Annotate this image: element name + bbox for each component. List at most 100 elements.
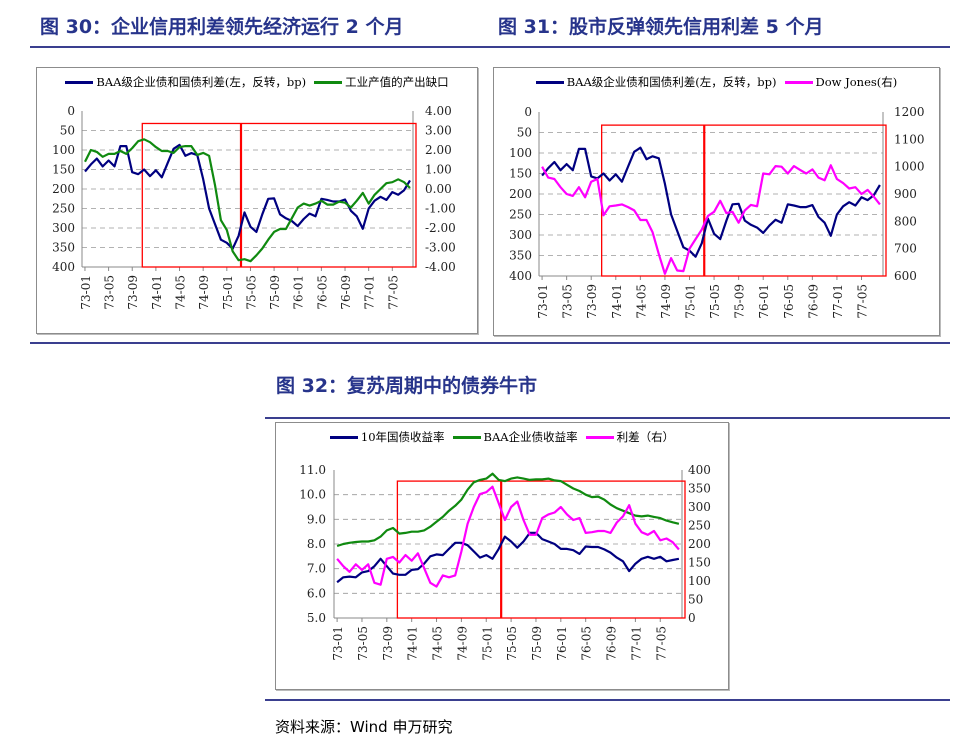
y-right-tick-label: 400 bbox=[688, 463, 711, 477]
y-left-tick-label: 6.0 bbox=[307, 586, 326, 600]
legend-label: Dow Jones(右) bbox=[815, 75, 898, 89]
x-tick-label: 73-01 bbox=[536, 284, 550, 319]
y-left-tick-label: 5.0 bbox=[307, 611, 326, 625]
x-tick-label: 76-09 bbox=[605, 626, 619, 661]
y-right-tick-label: 4.00 bbox=[425, 104, 452, 118]
x-tick-label: 73-09 bbox=[585, 284, 599, 319]
x-tick-label: 77-01 bbox=[629, 626, 643, 661]
y-left-tick-label: 100 bbox=[509, 146, 532, 160]
x-tick-label: 76-05 bbox=[782, 284, 796, 319]
y-right-tick-label: 1200 bbox=[894, 105, 925, 119]
legend-swatch bbox=[585, 435, 614, 439]
series-line-0 bbox=[541, 146, 881, 258]
y-left-tick-label: 200 bbox=[52, 182, 75, 196]
legend: BAA级企业债和国债利差(左，反转，bp) Dow Jones(右) bbox=[494, 74, 939, 90]
x-tick-label: 74-01 bbox=[150, 275, 164, 310]
y-right-tick-label: 250 bbox=[688, 519, 711, 533]
y-left-tick-label: 250 bbox=[52, 202, 75, 216]
legend-item: BAA企业债收益率 bbox=[452, 429, 578, 445]
x-tick-label: 74-09 bbox=[659, 284, 673, 319]
series-line-0 bbox=[84, 143, 411, 250]
x-tick-label: 74-01 bbox=[610, 284, 624, 319]
y-left-tick-label: 100 bbox=[52, 143, 75, 157]
y-left-tick-label: 50 bbox=[60, 124, 75, 138]
legend-label: BAA级企业债和国债利差(左，反转，bp) bbox=[96, 75, 307, 89]
series-line-0 bbox=[336, 531, 680, 584]
figure-30-title: 图 30：企业信用利差领先经济运行 2 个月 bbox=[40, 16, 404, 38]
divider bbox=[265, 417, 950, 419]
x-tick-label: 73-05 bbox=[356, 626, 370, 661]
y-left-tick-label: 400 bbox=[52, 260, 75, 274]
legend-item: BAA级企业债和国债利差(左，反转，bp) bbox=[535, 74, 777, 90]
divider bbox=[265, 699, 950, 701]
chart-svg: 11.0 10.0 9.0 8.0 7.0 6.0 5.0 400 350 300 250 200 15… bbox=[299, 463, 711, 661]
y-right-tick-label: 200 bbox=[688, 537, 711, 551]
y-left-tick-label: 0 bbox=[67, 104, 75, 118]
x-tick-label: 74-09 bbox=[455, 626, 469, 661]
y-left-tick-label: 400 bbox=[509, 269, 532, 283]
legend-label: BAA企业债收益率 bbox=[483, 430, 578, 444]
y-right-tick-label: -3.00 bbox=[425, 241, 456, 255]
x-tick-label: 74-05 bbox=[174, 275, 188, 310]
legend-item: BAA级企业债和国债利差(左，反转，bp) bbox=[65, 74, 306, 90]
x-tick-label: 75-09 bbox=[733, 284, 747, 319]
x-tick-label: 75-09 bbox=[268, 275, 282, 310]
y-left-tick-label: 250 bbox=[509, 208, 532, 222]
legend-swatch bbox=[314, 80, 343, 84]
legend-swatch bbox=[535, 80, 564, 84]
y-right-tick-label: -1.00 bbox=[425, 202, 456, 216]
x-tick-label: 76-01 bbox=[555, 626, 569, 661]
x-tick-label: 75-01 bbox=[480, 626, 494, 661]
series-line-1 bbox=[84, 138, 411, 263]
x-tick-label: 76-05 bbox=[315, 275, 329, 310]
highlight-box bbox=[141, 122, 417, 268]
x-tick-label: 73-01 bbox=[331, 626, 345, 661]
y-left-tick-label: 50 bbox=[517, 126, 532, 140]
y-right-tick-label: 1.00 bbox=[425, 163, 452, 177]
x-tick-label: 76-05 bbox=[580, 626, 594, 661]
legend-item: 工业产值的产出缺口 bbox=[314, 74, 449, 90]
chart-figure-32: 10年国债收益率 BAA企业债收益率 利差（右） 11.0 10.0 9.0 8.0 7… bbox=[275, 422, 729, 690]
figure-31-title: 图 31：股市反弹领先信用利差 5 个月 bbox=[498, 16, 824, 38]
y-right-tick-label: 300 bbox=[688, 500, 711, 514]
legend: BAA级企业债和国债利差(左，反转，bp) 工业产值的产出缺口 bbox=[37, 74, 477, 90]
y-left-tick-label: 350 bbox=[52, 241, 75, 255]
y-right-tick-label: 1000 bbox=[894, 160, 925, 174]
legend-swatch bbox=[329, 435, 358, 439]
divider bbox=[30, 46, 950, 48]
y-right-tick-label: 700 bbox=[894, 242, 917, 256]
legend-label: 工业产值的产出缺口 bbox=[345, 75, 449, 89]
x-tick-label: 75-01 bbox=[221, 275, 235, 310]
x-tick-label: 75-05 bbox=[505, 626, 519, 661]
series-line-2 bbox=[336, 485, 680, 588]
legend: 10年国债收益率 BAA企业债收益率 利差（右） bbox=[276, 429, 728, 445]
y-left-tick-label: 8.0 bbox=[307, 537, 326, 551]
legend-item: Dow Jones(右) bbox=[784, 74, 898, 90]
y-right-tick-label: 3.00 bbox=[425, 124, 452, 138]
series-line-1 bbox=[541, 164, 881, 275]
x-tick-label: 76-09 bbox=[339, 275, 353, 310]
x-tick-label: 77-05 bbox=[386, 275, 400, 310]
source-note: 资料来源：Wind 申万研究 bbox=[275, 718, 453, 736]
x-tick-label: 77-05 bbox=[654, 626, 668, 661]
y-left-tick-label: 300 bbox=[52, 221, 75, 235]
legend-swatch bbox=[784, 80, 813, 84]
figure-32-title: 图 32：复苏周期中的债券牛市 bbox=[276, 375, 538, 397]
x-tick-label: 74-01 bbox=[406, 626, 420, 661]
chart-figure-31: BAA级企业债和国债利差(左，反转，bp) Dow Jones(右) 0 50 10… bbox=[493, 67, 940, 336]
y-right-tick-label: -2.00 bbox=[425, 221, 456, 235]
highlight-box bbox=[601, 124, 887, 277]
y-right-tick-label: 600 bbox=[894, 269, 917, 283]
y-left-tick-label: 200 bbox=[509, 187, 532, 201]
y-left-tick-label: 9.0 bbox=[307, 512, 326, 526]
series-line-1 bbox=[336, 472, 680, 548]
chart-svg: 0 50 100 150 200 250 300 350 400 4.00 3.00 2.00 1.00… bbox=[52, 104, 456, 310]
y-left-tick-label: 10.0 bbox=[299, 488, 326, 502]
x-tick-label: 73-05 bbox=[561, 284, 575, 319]
x-tick-label: 76-09 bbox=[806, 284, 820, 319]
y-left-tick-label: 150 bbox=[52, 163, 75, 177]
y-right-tick-label: 1100 bbox=[894, 132, 925, 146]
x-tick-label: 76-01 bbox=[292, 275, 306, 310]
y-right-tick-label: 50 bbox=[688, 593, 703, 607]
y-left-tick-label: 150 bbox=[509, 167, 532, 181]
